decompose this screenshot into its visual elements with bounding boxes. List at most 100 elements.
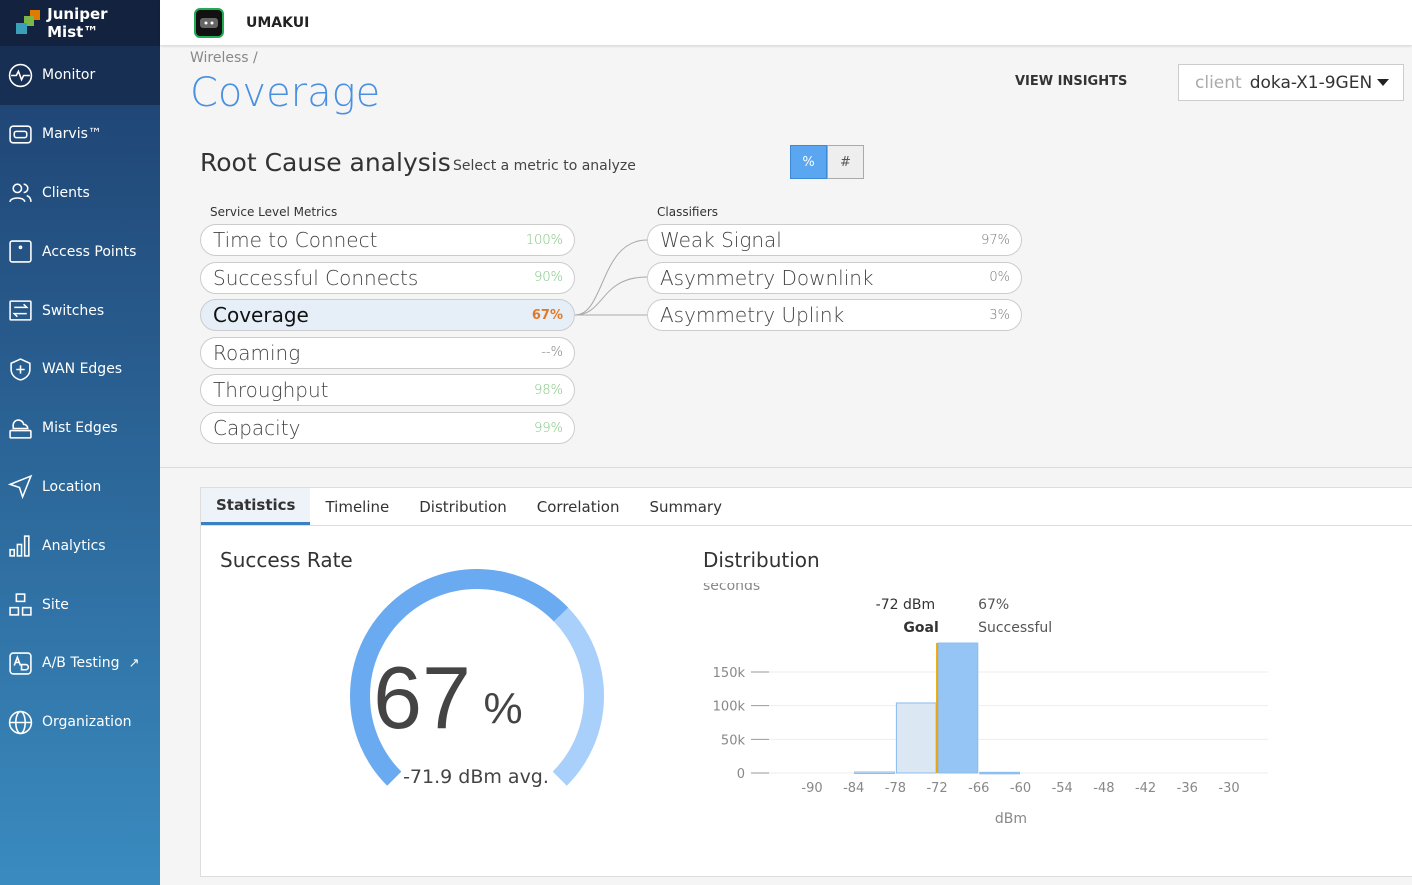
tab-distribution[interactable]: Distribution: [419, 497, 507, 516]
classifier-weak-signal[interactable]: Weak Signal 97%: [647, 224, 1022, 256]
bar-chart-icon: [9, 535, 30, 557]
sidebar-item-analytics[interactable]: Analytics: [0, 516, 160, 575]
sidebar-item-clients[interactable]: Clients: [0, 164, 160, 223]
metric-label: Time to Connect: [213, 228, 378, 252]
classifier-value: 3%: [989, 307, 1010, 323]
sidebar-item-marvis[interactable]: Marvis™: [0, 105, 160, 164]
sidebar-item-site[interactable]: Site: [0, 575, 160, 634]
sidebar-item-label: Organization: [42, 714, 132, 731]
tab-summary[interactable]: Summary: [649, 497, 722, 516]
top-bar: UMAKUI: [160, 0, 1412, 45]
switch-icon: [9, 300, 32, 321]
tab-statistics[interactable]: Statistics: [201, 488, 311, 525]
classifier-label: Asymmetry Downlink: [660, 265, 874, 290]
gauge-unit: %: [483, 684, 522, 733]
sidebar-item-label: A/B Testing: [42, 655, 120, 672]
rca-title: Root Cause analysis: [200, 148, 451, 177]
metric-label: Throughput: [213, 378, 329, 403]
sidebar-item-location[interactable]: Location: [0, 458, 160, 517]
rca-hint: Select a metric to analyze: [453, 158, 636, 174]
view-insights-button[interactable]: VIEW INSIGHTS: [1015, 74, 1128, 89]
x-tick-label: -54: [1052, 781, 1073, 796]
breadcrumb[interactable]: Wireless /: [190, 50, 258, 66]
sidebar-item-monitor[interactable]: Monitor: [0, 46, 160, 105]
y-axis-label: seconds: [703, 583, 760, 594]
juniper-logo-icon: [16, 10, 40, 34]
distribution-chart: seconds 0 50k 100k 150k -90 -84 -78 -72 -66 -60 -54…: [703, 583, 1268, 827]
sidebar-item-label: Marvis™: [42, 126, 102, 143]
sidebar-item-label: WAN Edges: [42, 361, 123, 378]
sidebar-item-label: Location: [42, 478, 102, 495]
org-avatar[interactable]: [194, 7, 224, 38]
page-title: Coverage: [190, 70, 381, 116]
client-select-value: doka-X1-9GEN: [1249, 72, 1373, 93]
classifier-label: Weak Signal: [660, 228, 782, 252]
sidebar-item-access-points[interactable]: Access Points: [0, 222, 160, 281]
sidebar-item-label: Monitor: [42, 67, 96, 84]
site-icon: [9, 593, 32, 616]
count-toggle[interactable]: #: [827, 145, 864, 179]
external-link-icon: ↗: [128, 655, 140, 671]
mist-edge-icon: [9, 418, 32, 439]
sidebar-item-label: Switches: [42, 302, 105, 319]
metric-value: 100%: [525, 232, 563, 248]
sidebar-item-wan-edges[interactable]: WAN Edges: [0, 340, 160, 399]
metric-label: Roaming: [213, 340, 301, 365]
x-tick-label: -36: [1177, 781, 1198, 796]
classifier-asymmetry-downlink[interactable]: Asymmetry Downlink 0%: [647, 261, 1022, 294]
success-gauge: 67 % -71.9 dBm avg.: [350, 569, 604, 788]
metric-label: Successful Connects: [213, 265, 419, 290]
sidebar-item-label: Analytics: [42, 537, 106, 554]
histogram-bar: [895, 702, 937, 774]
x-axis-label: dBm: [995, 811, 1027, 827]
metric-roaming[interactable]: Roaming --%: [200, 336, 575, 369]
x-tick-label: -30: [1218, 781, 1239, 796]
divider: [160, 467, 1412, 468]
sidebar-item-label: Site: [42, 596, 69, 613]
users-icon: [9, 183, 32, 203]
x-tick-label: -90: [801, 781, 822, 796]
x-tick-label: -66: [968, 781, 989, 796]
metric-successful-connects[interactable]: Successful Connects 90%: [200, 261, 575, 294]
statistics-panel: Statistics Timeline Distribution Correlatio…: [200, 487, 1412, 877]
metric-value: 99%: [534, 420, 563, 436]
org-name[interactable]: UMAKUI: [246, 14, 310, 31]
metric-coverage[interactable]: Coverage 67%: [200, 299, 575, 332]
sidebar-item-mist-edges[interactable]: Mist Edges: [0, 399, 160, 458]
metric-time-to-connect[interactable]: Time to Connect 100%: [200, 224, 575, 256]
ab-testing-icon: [9, 652, 32, 675]
y-tick-label: 50k: [721, 733, 746, 748]
gauge-fill: [350, 569, 569, 786]
x-tick-label: -78: [885, 781, 906, 796]
metric-value: 98%: [534, 382, 563, 398]
success-percent: 67%: [978, 597, 1009, 613]
histogram-bar: [937, 642, 979, 774]
client-select[interactable]: client doka-X1-9GEN: [1178, 64, 1404, 101]
success-rate-title: Success Rate: [220, 548, 353, 572]
sidebar-item-switches[interactable]: Switches: [0, 281, 160, 340]
percent-toggle[interactable]: %: [790, 145, 827, 179]
x-tick-label: -48: [1093, 781, 1114, 796]
histogram-bar: [854, 771, 895, 774]
goal-caption: Goal: [903, 620, 938, 636]
tab-timeline[interactable]: Timeline: [325, 497, 390, 516]
sidebar-item-organization[interactable]: Organization: [0, 693, 160, 752]
sidebar-item-a-b-testing[interactable]: A/B Testing ↗: [0, 634, 160, 693]
y-tick-label: 150k: [713, 666, 746, 681]
logo[interactable]: Juniper Mist™: [0, 0, 160, 46]
classifier-connectors: [575, 239, 648, 316]
unit-toggle: % #: [790, 145, 864, 179]
classifier-asymmetry-uplink[interactable]: Asymmetry Uplink 3%: [647, 299, 1022, 332]
y-tick-label: 100k: [713, 700, 746, 715]
x-tick-label: -84: [843, 781, 864, 796]
classifiers-header: Classifiers: [657, 205, 719, 219]
caret-down-icon: [1377, 79, 1389, 92]
client-select-label: client: [1195, 72, 1242, 93]
brand-name: Juniper Mist™: [47, 5, 108, 41]
marvis-icon: [9, 125, 32, 144]
shield-plus-icon: [10, 358, 31, 381]
metric-throughput[interactable]: Throughput 98%: [200, 374, 575, 407]
sle-header: Service Level Metrics: [210, 205, 338, 219]
tab-correlation[interactable]: Correlation: [536, 497, 620, 516]
metric-capacity[interactable]: Capacity 99%: [200, 412, 575, 444]
